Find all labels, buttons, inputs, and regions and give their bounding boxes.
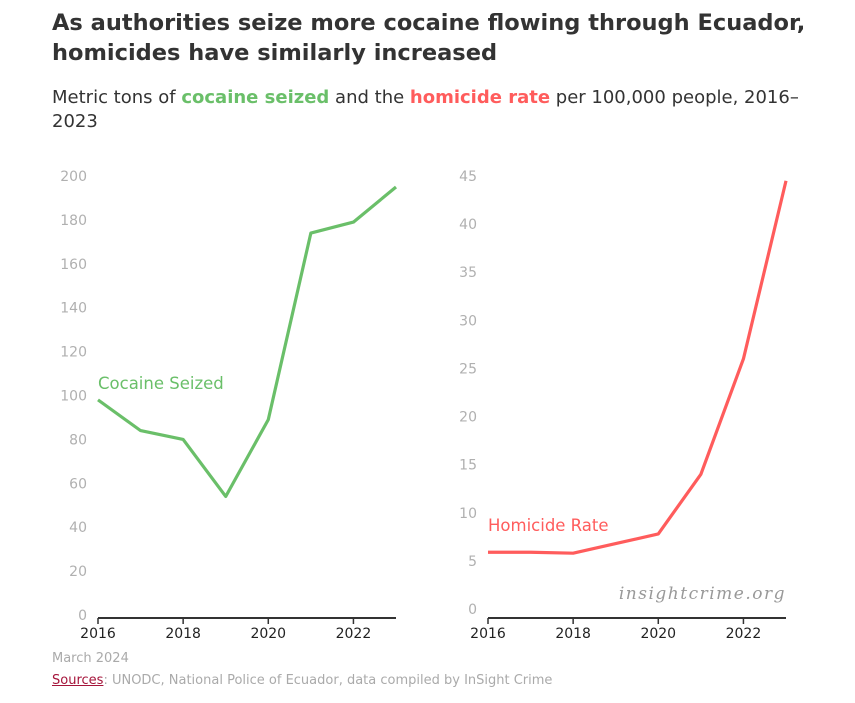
y-tick-label: 15 (459, 458, 477, 474)
y-tick-label: 160 (60, 257, 87, 273)
subtitle-cocaine: cocaine seized (181, 87, 330, 108)
x-tick-label: 2020 (250, 626, 286, 642)
subtitle-homicide: homicide rate (409, 87, 551, 108)
x-tick-label: 2016 (470, 626, 506, 642)
y-tick-label: 60 (69, 476, 87, 492)
y-tick-label: 200 (60, 169, 87, 185)
subtitle-text: per 100,000 people, 2016–2023 (52, 87, 799, 132)
y-tick-label: 30 (459, 313, 477, 329)
y-tick-label: 20 (459, 410, 477, 426)
y-tick-label: 0 (468, 602, 477, 618)
x-tick-label: 2018 (165, 626, 201, 642)
y-tick-label: 5 (468, 554, 477, 570)
x-tick-label: 2018 (555, 626, 591, 642)
sources-line: Sources: UNODC, National Police of Ecuad… (52, 673, 552, 688)
subtitle-text: Metric tons of (52, 87, 182, 108)
series-label: Cocaine Seized (98, 374, 224, 393)
y-tick-label: 100 (60, 389, 87, 405)
series-line (97, 185, 398, 499)
y-tick-label: 0 (78, 608, 87, 624)
date-label: March 2024 (52, 651, 129, 666)
x-tick-label: 2016 (80, 626, 116, 642)
watermark: insightcrime.org (619, 584, 786, 604)
subtitle-text: and the (329, 87, 410, 108)
y-tick-label: 10 (459, 506, 477, 522)
sources-text: : UNODC, National Police of Ecuador, dat… (103, 673, 553, 688)
x-tick-label: 2020 (640, 626, 676, 642)
y-tick-label: 180 (60, 213, 87, 229)
series-line (488, 180, 788, 555)
y-tick-label: 45 (459, 169, 477, 185)
series-label: Homicide Rate (488, 516, 609, 535)
y-tick-label: 35 (459, 265, 477, 281)
x-tick-label: 2022 (726, 626, 762, 642)
y-tick-label: 25 (459, 361, 477, 377)
chart-title: As authorities seize more cocaine flowin… (52, 10, 806, 66)
x-tick-label: 2022 (336, 626, 372, 642)
y-tick-label: 120 (60, 345, 87, 361)
y-tick-label: 80 (69, 432, 87, 448)
sources-link[interactable]: Sources (52, 673, 104, 688)
y-tick-label: 20 (69, 564, 87, 580)
y-tick-label: 40 (69, 520, 87, 536)
y-tick-label: 40 (459, 217, 477, 233)
y-tick-label: 140 (60, 301, 87, 317)
chart-subtitle: Metric tons of cocaine seized and the ho… (52, 86, 822, 134)
